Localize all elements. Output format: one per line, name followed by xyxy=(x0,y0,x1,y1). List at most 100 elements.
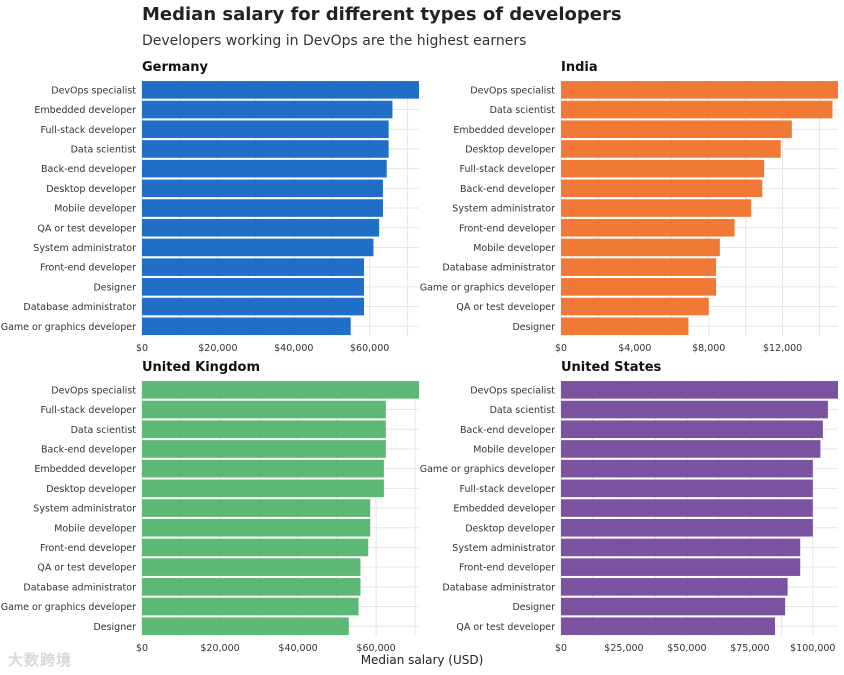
panel-title-united-kingdom: United Kingdom xyxy=(142,360,260,375)
category-label: DevOps specialist xyxy=(470,85,555,96)
category-label: Mobile developer xyxy=(473,444,555,455)
category-label: Embedded developer xyxy=(453,504,555,515)
bar-germany-designer xyxy=(142,278,364,296)
category-label: Game or graphics developer xyxy=(420,464,555,475)
bar-united-states-front-end-developer xyxy=(561,558,801,576)
bar-germany-database-administrator xyxy=(142,297,364,316)
bar-india-game-or-graphics-developer xyxy=(561,278,717,296)
bar-united-kingdom-designer xyxy=(142,617,349,636)
bar-united-states-devops-specialist xyxy=(561,381,838,399)
category-label: System administrator xyxy=(33,243,136,254)
bar-united-states-qa-or-test-developer xyxy=(561,617,776,636)
category-label: Desktop developer xyxy=(465,523,555,534)
panel-title-united-states: United States xyxy=(561,360,662,375)
category-label: Designer xyxy=(512,602,555,613)
bar-united-states-game-or-graphics-developer xyxy=(561,459,813,478)
tick-label: $0 xyxy=(555,343,567,354)
bar-india-mobile-developer xyxy=(561,238,720,257)
category-label: Back-end developer xyxy=(41,164,136,175)
bar-germany-desktop-developer xyxy=(142,179,383,198)
bar-india-front-end-developer xyxy=(561,218,735,237)
tick-label: $60,000 xyxy=(350,343,389,354)
chart-title: Median salary for different types of dev… xyxy=(142,4,622,25)
bar-united-states-mobile-developer xyxy=(561,440,821,458)
bar-germany-back-end-developer xyxy=(142,159,387,178)
bar-germany-game-or-graphics-developer xyxy=(142,317,351,336)
bar-germany-mobile-developer xyxy=(142,199,383,217)
category-label: QA or test developer xyxy=(37,563,136,574)
category-label: Game or graphics developer xyxy=(420,282,555,293)
bar-germany-front-end-developer xyxy=(142,258,364,276)
bar-united-kingdom-mobile-developer xyxy=(142,518,371,537)
x-axis-label: Median salary (USD) xyxy=(360,653,484,667)
category-label: Database administrator xyxy=(23,302,136,313)
category-label: Designer xyxy=(512,322,555,333)
tick-label: $4,000 xyxy=(618,343,651,354)
bar-united-states-database-administrator xyxy=(561,578,788,596)
bar-united-kingdom-qa-or-test-developer xyxy=(142,558,361,576)
category-label: Desktop developer xyxy=(46,484,136,495)
tick-label: $40,000 xyxy=(274,343,313,354)
category-label: Data scientist xyxy=(490,405,556,416)
category-label: System administrator xyxy=(33,504,136,515)
panel-united-kingdom: United Kingdom DevOps specialist Full-stac… xyxy=(1,360,419,654)
category-label: Front-end developer xyxy=(459,563,555,574)
category-label: DevOps specialist xyxy=(51,385,136,396)
bar-india-full-stack-developer xyxy=(561,159,765,178)
tick-label: $25,000 xyxy=(604,643,643,654)
bar-united-states-system-administrator xyxy=(561,538,801,557)
category-label: Data scientist xyxy=(490,105,556,116)
bar-india-designer xyxy=(561,317,689,336)
category-label: Full-stack developer xyxy=(460,484,556,495)
bar-united-kingdom-full-stack-developer xyxy=(142,400,386,419)
category-label: Full-stack developer xyxy=(460,164,556,175)
bar-india-back-end-developer xyxy=(561,179,763,198)
bar-india-embedded-developer xyxy=(561,120,792,139)
category-label: Designer xyxy=(93,282,136,293)
tick-label: $100,000 xyxy=(790,643,835,654)
category-label: Game or graphics developer xyxy=(1,602,136,613)
category-label: Game or graphics developer xyxy=(1,322,136,333)
tick-label: $20,000 xyxy=(200,643,239,654)
tick-label: $0 xyxy=(555,643,567,654)
bar-germany-full-stack-developer xyxy=(142,120,389,139)
category-label: Desktop developer xyxy=(46,184,136,195)
category-label: System administrator xyxy=(452,543,555,554)
bar-india-data-scientist xyxy=(561,100,833,119)
tick-label: $40,000 xyxy=(278,643,317,654)
bar-united-kingdom-system-administrator xyxy=(142,499,371,517)
bar-united-states-full-stack-developer xyxy=(561,479,813,498)
category-label: Mobile developer xyxy=(473,243,555,254)
category-label: QA or test developer xyxy=(456,622,555,633)
tick-label: $0 xyxy=(136,643,148,654)
category-label: Database administrator xyxy=(442,582,555,593)
bar-united-states-back-end-developer xyxy=(561,420,823,439)
bar-united-kingdom-back-end-developer xyxy=(142,440,386,458)
tick-label: $60,000 xyxy=(356,643,395,654)
tick-label: $0 xyxy=(136,343,148,354)
category-label: Back-end developer xyxy=(460,184,555,195)
bar-united-kingdom-embedded-developer xyxy=(142,459,384,478)
bar-united-kingdom-game-or-graphics-developer xyxy=(142,597,359,616)
bar-india-devops-specialist xyxy=(561,81,838,99)
tick-label: $12,000 xyxy=(763,343,802,354)
category-label: Mobile developer xyxy=(54,204,136,215)
bar-united-kingdom-devops-specialist xyxy=(142,381,419,399)
bar-india-database-administrator xyxy=(561,258,717,276)
category-label: Mobile developer xyxy=(54,523,136,534)
bar-india-qa-or-test-developer xyxy=(561,297,709,316)
panel-united-states: United States DevOps specialist Data scien… xyxy=(420,360,838,654)
bar-united-states-designer xyxy=(561,597,786,616)
chart-subtitle: Developers working in DevOps are the hig… xyxy=(142,33,527,49)
bar-india-desktop-developer xyxy=(561,140,781,158)
bar-germany-data-scientist xyxy=(142,140,389,158)
panel-germany: Germany DevOps specialist Embedded develop… xyxy=(1,60,419,354)
bar-united-kingdom-data-scientist xyxy=(142,420,386,439)
category-label: Data scientist xyxy=(71,425,137,436)
bar-germany-system-administrator xyxy=(142,238,374,257)
category-label: DevOps specialist xyxy=(470,385,555,396)
panel-title-india: India xyxy=(561,60,598,75)
category-label: Embedded developer xyxy=(34,105,136,116)
bar-united-states-embedded-developer xyxy=(561,499,813,517)
